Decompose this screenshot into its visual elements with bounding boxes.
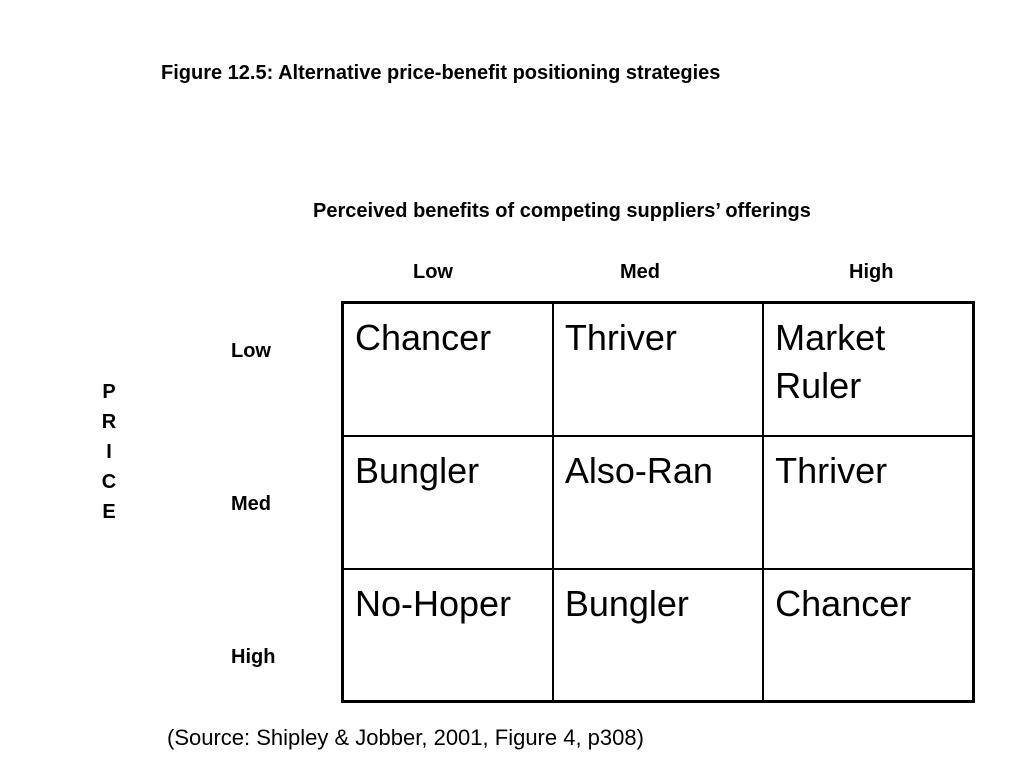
row-label-med: Med	[231, 493, 271, 515]
cell-med-price-high-benefit: Thriver	[762, 434, 976, 570]
cell-low-price-med-benefit: Thriver	[551, 301, 765, 437]
cell-low-price-low-benefit: Chancer	[340, 301, 554, 437]
positioning-matrix: Chancer Thriver Market Ruler Bungler Als…	[340, 301, 976, 703]
cell-med-price-med-benefit: Also-Ran	[551, 434, 765, 570]
cell-med-price-low-benefit: Bungler	[340, 434, 554, 570]
row-label-low: Low	[231, 340, 271, 362]
price-axis-letter: I	[106, 441, 112, 463]
column-label-high: High	[849, 261, 894, 283]
matrix-row-high-price: No-Hoper Bungler Chancer	[340, 567, 976, 703]
cell-low-price-high-benefit: Market Ruler	[762, 301, 976, 437]
benefits-axis-title: Perceived benefits of competing supplier…	[313, 200, 811, 222]
matrix-row-med-price: Bungler Also-Ran Thriver	[340, 434, 976, 570]
cell-high-price-low-benefit: No-Hoper	[340, 567, 554, 703]
cell-high-price-med-benefit: Bungler	[551, 567, 765, 703]
matrix-row-low-price: Chancer Thriver Market Ruler	[340, 301, 976, 437]
price-axis-letter: C	[101, 471, 117, 493]
price-axis-title: P R I C E	[98, 377, 120, 527]
cell-high-price-high-benefit: Chancer	[762, 567, 976, 703]
column-label-med: Med	[620, 261, 660, 283]
figure-title: Figure 12.5: Alternative price-benefit p…	[161, 62, 721, 84]
price-axis-letter: E	[102, 501, 116, 523]
source-note: (Source: Shipley & Jobber, 2001, Figure …	[167, 725, 644, 750]
column-label-low: Low	[413, 261, 453, 283]
price-axis-letter: P	[102, 381, 116, 403]
price-axis-letter: R	[101, 411, 117, 433]
row-label-high: High	[231, 646, 276, 668]
